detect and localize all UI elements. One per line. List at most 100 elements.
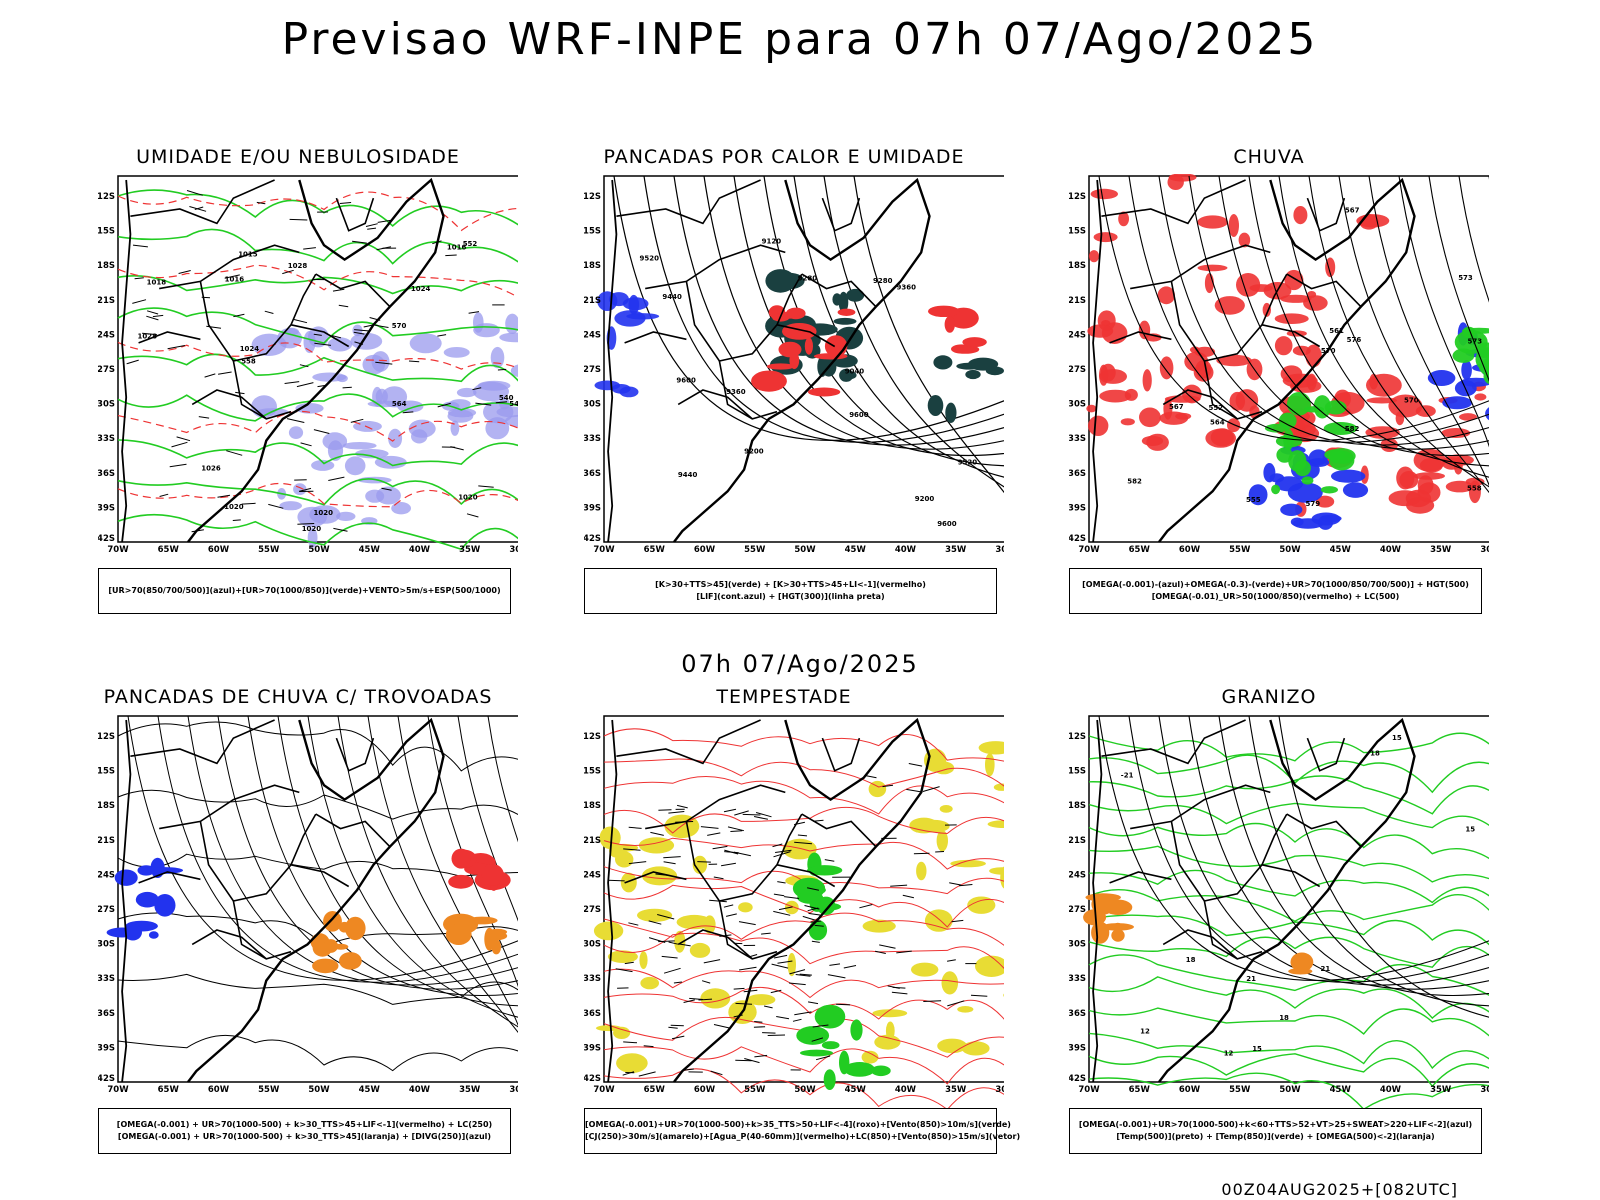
hgt500-contour	[1188, 175, 1489, 450]
wind-vector	[794, 1011, 812, 1016]
rain-red-area	[1214, 296, 1245, 315]
map-layers: 582 582 579 576 573 570 567 564 561 558 555 552 573 5…	[1086, 174, 1489, 543]
moisture-blue-area	[456, 387, 477, 398]
contour-label: 18	[1279, 1014, 1289, 1022]
panel-legend: [OMEGA(-0.001) + UR>70(1000-500) + k>30_…	[98, 1108, 511, 1154]
forecast-time-label: 07h 07/Ago/2025	[681, 650, 919, 678]
jet-yellow-area	[937, 1038, 967, 1054]
country-border	[1286, 813, 1362, 848]
lon-tick-label: 60W	[208, 545, 230, 555]
jet-yellow-area	[916, 861, 927, 881]
wind-vector	[763, 1005, 773, 1009]
wind-vector	[723, 808, 737, 813]
wind-vector	[778, 906, 793, 911]
contour-label: 579	[1306, 500, 1321, 508]
divergence-blue-area	[148, 931, 159, 939]
jet-yellow-area	[689, 942, 711, 958]
lat-tick-label: 33S	[1069, 434, 1086, 444]
legend-line: [OMEGA(-0.001)-(azul)+OMEGA(-0.3)-(verde…	[1082, 580, 1469, 589]
wind-vector	[784, 896, 799, 899]
streamline-250	[487, 715, 518, 843]
jet-yellow-area	[638, 837, 675, 854]
heat-convection-area	[933, 355, 953, 370]
contour-label: 540	[499, 394, 514, 402]
rain-green-area	[1278, 412, 1297, 429]
rain-blue-area	[1442, 396, 1473, 410]
streamline-250	[117, 721, 518, 772]
moisture-green-contour	[117, 439, 518, 467]
lon-tick-label: 30W	[995, 1085, 1004, 1095]
rain-blue-area	[1308, 458, 1330, 467]
jet-yellow-area	[861, 1050, 879, 1064]
moisture-blue-area	[309, 505, 341, 524]
lat-tick-label: 39S	[1069, 1043, 1086, 1053]
wind-vector	[882, 784, 894, 788]
lc850-streamline	[603, 912, 1004, 946]
rain-green-area	[1288, 450, 1307, 472]
heat-convection-red-area	[807, 387, 841, 397]
country-border	[801, 813, 877, 848]
lat-tick-label: 42S	[584, 1074, 601, 1084]
temp500-contour	[1128, 715, 1489, 983]
contour-label: 1020	[224, 503, 244, 511]
rain-red-area	[1118, 211, 1129, 227]
hgt300-contour	[823, 175, 1004, 488]
wind-vector	[733, 851, 752, 857]
lat-tick-label: 18S	[98, 801, 115, 811]
temp850-contour	[1088, 936, 1489, 968]
streamline-250	[217, 715, 518, 990]
contour-label: 552	[1209, 404, 1224, 412]
moisture-blue-area	[477, 380, 511, 391]
wind-vector	[363, 324, 373, 328]
wind-vector	[437, 334, 447, 337]
temp500-contour	[1188, 715, 1489, 990]
jet-yellow-area	[961, 1041, 990, 1056]
wind-green-area	[844, 1062, 875, 1077]
lon-tick-label: 65W	[158, 1085, 180, 1095]
wind-vector	[607, 879, 625, 882]
wind-vector	[814, 924, 824, 927]
country-border	[335, 197, 375, 232]
moisture-green-contour	[117, 513, 518, 551]
lat-tick-label: 18S	[584, 261, 601, 271]
wind-green-area	[799, 1049, 834, 1057]
lat-tick-label: 39S	[584, 503, 601, 513]
omega-orange-area	[1290, 952, 1314, 972]
contour-label: 552	[463, 240, 478, 248]
panel-title: PANCADAS POR CALOR E UMIDADE	[603, 146, 965, 168]
wind-vector	[314, 342, 332, 346]
hgt300-contour	[853, 175, 1004, 494]
jet-yellow-area	[620, 872, 637, 893]
coastline	[1158, 717, 1416, 1083]
wind-vector	[807, 907, 819, 912]
country-border	[130, 179, 275, 225]
contour-label: 1020	[458, 494, 478, 502]
lat-tick-label: 15S	[98, 767, 115, 777]
rain-red-area	[1413, 472, 1445, 480]
streamline-250	[427, 715, 518, 988]
temp500-contour	[1248, 715, 1489, 1007]
temp850-contour	[1088, 1072, 1489, 1109]
rain-red-area	[1197, 264, 1228, 272]
wind-vector	[797, 834, 808, 837]
contour-label: 9520	[958, 458, 978, 466]
rain-red-area	[1139, 407, 1161, 428]
omega-orange-area	[1111, 929, 1125, 942]
storm-orange-area	[485, 931, 508, 941]
lon-tick-label: 65W	[158, 545, 180, 555]
rain-blue-area	[1485, 407, 1489, 421]
country-border	[335, 737, 375, 772]
panel-title: PANCADAS DE CHUVA C/ TROVOADAS	[103, 686, 493, 708]
rain-blue-area	[1342, 482, 1369, 498]
temp850-contour	[1088, 775, 1489, 815]
country-border	[801, 273, 877, 308]
rain-red-area	[1405, 489, 1432, 508]
storm-orange-area	[466, 916, 498, 925]
wind-vector	[734, 810, 749, 816]
country-border	[1162, 929, 1238, 960]
wind-vector	[381, 487, 392, 491]
streamline-250	[127, 715, 518, 981]
wind-vector	[811, 940, 820, 943]
lon-tick-label: 40W	[409, 1085, 431, 1095]
wind-vector	[789, 969, 806, 975]
